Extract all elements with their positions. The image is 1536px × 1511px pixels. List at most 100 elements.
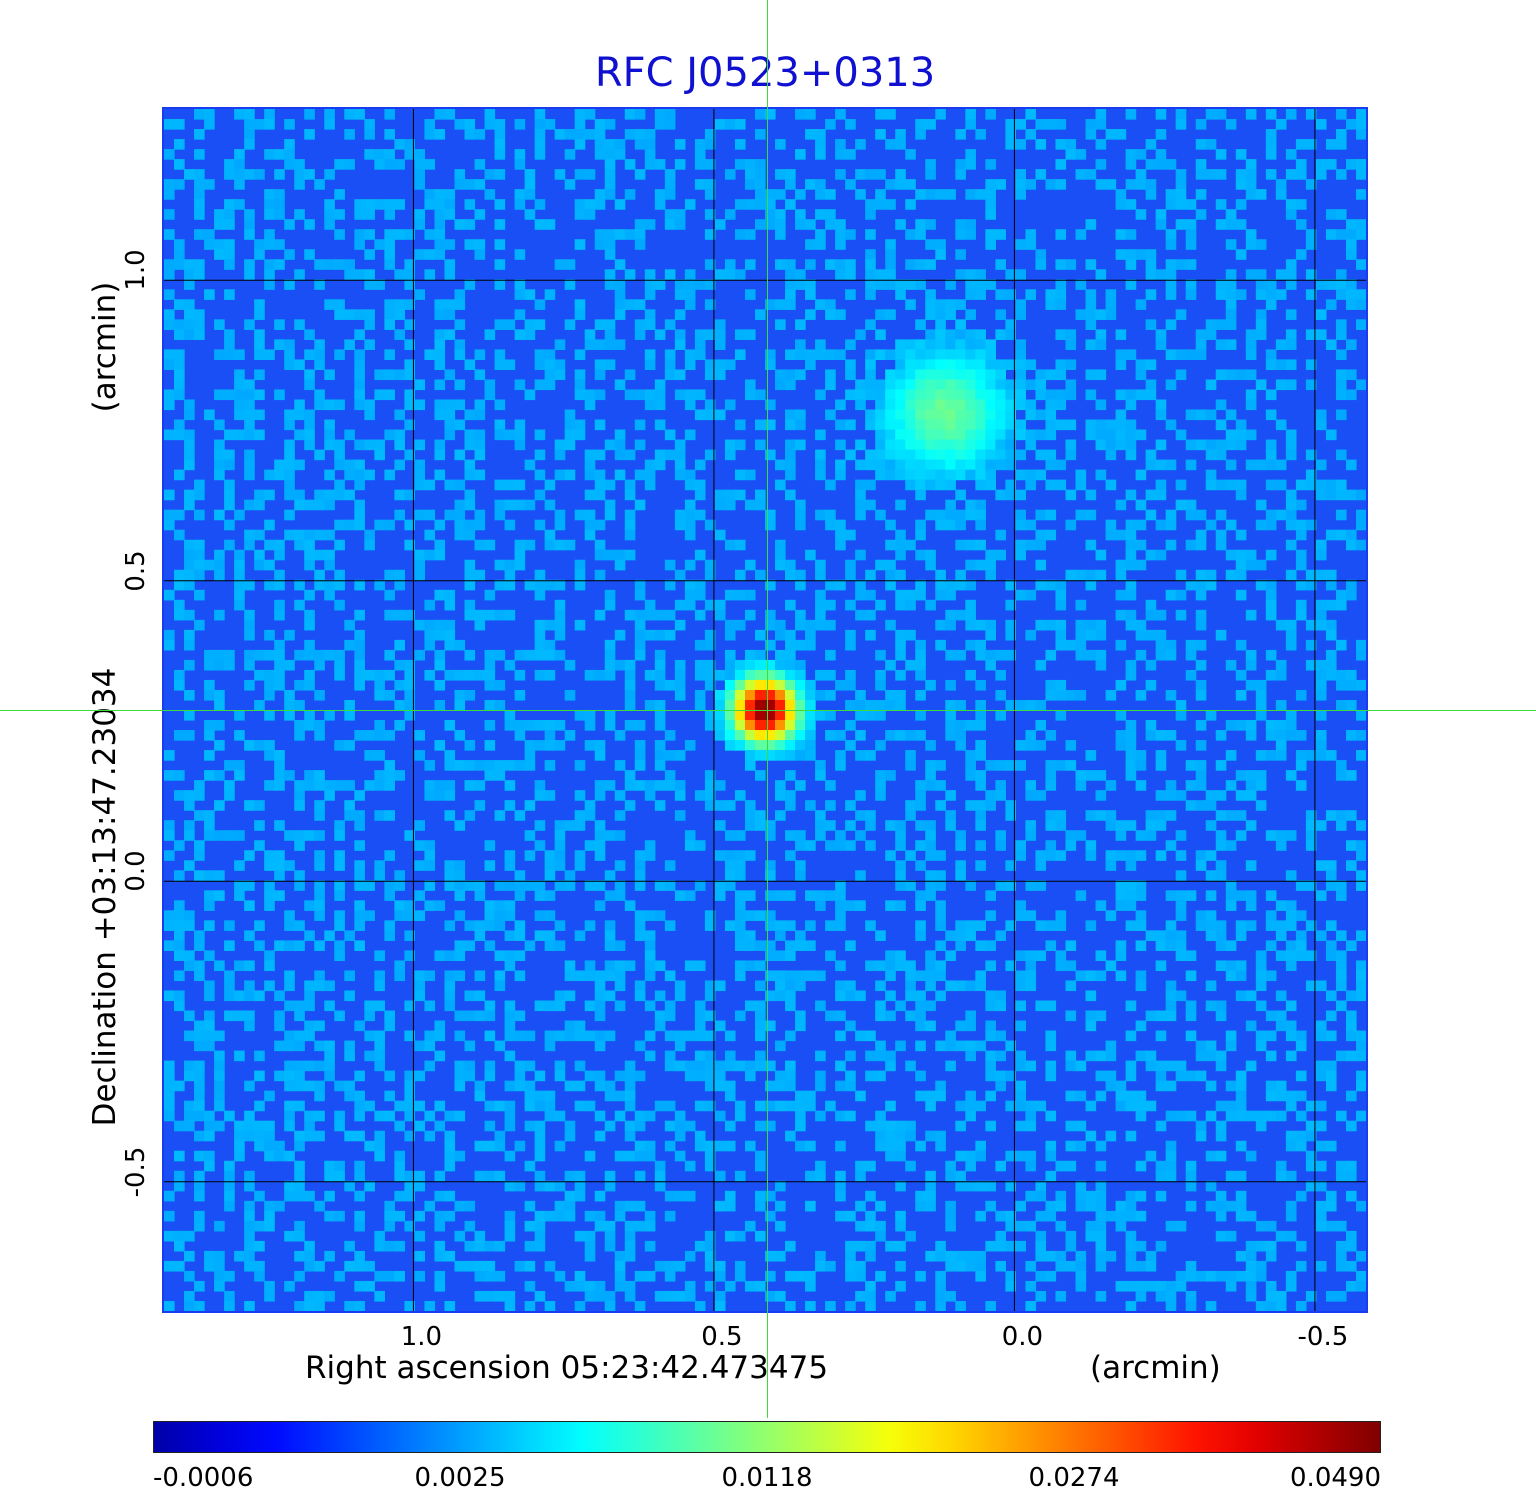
heatmap-cell (1125, 1230, 1137, 1242)
heatmap-cell (925, 239, 936, 250)
heatmap-cell (594, 1010, 606, 1022)
heatmap-cell (194, 309, 205, 320)
heatmap-cell (975, 1250, 986, 1262)
heatmap-cell (754, 189, 766, 200)
heatmap-cell (194, 810, 205, 821)
heatmap-cell (1035, 409, 1047, 421)
heatmap-cell (785, 710, 796, 721)
heatmap-cell (805, 710, 816, 721)
heatmap-cell (534, 1290, 546, 1302)
heatmap-cell (1005, 479, 1017, 491)
heatmap-cell (614, 970, 626, 982)
heatmap-cell (775, 559, 786, 571)
heatmap-cell (945, 469, 956, 481)
heatmap-cell (534, 629, 546, 641)
heatmap-cell (1065, 149, 1077, 160)
heatmap-cell (935, 1240, 946, 1252)
heatmap-cell (975, 1040, 986, 1052)
heatmap-cell (724, 1200, 736, 1212)
heatmap-cell (704, 1010, 716, 1022)
heatmap-cell (1245, 559, 1257, 571)
heatmap-cell (1245, 1060, 1257, 1072)
heatmap-cell (664, 1210, 676, 1222)
heatmap-cell (664, 219, 676, 230)
heatmap-cell (1115, 1080, 1127, 1092)
heatmap-cell (1235, 489, 1247, 501)
heatmap-cell (985, 800, 996, 811)
heatmap-cell (935, 589, 946, 601)
heatmap-cell (1175, 890, 1187, 901)
heatmap-cell (855, 499, 866, 511)
heatmap-cell (1245, 790, 1257, 801)
heatmap-cell (254, 649, 265, 661)
heatmap-cell (594, 319, 606, 330)
heatmap-cell (1005, 810, 1017, 821)
heatmap-cell (614, 339, 626, 350)
heatmap-cell (254, 349, 265, 361)
heatmap-cell (965, 1250, 976, 1262)
heatmap-cell (785, 1240, 796, 1252)
heatmap-cell (474, 780, 486, 791)
heatmap-cell (965, 760, 976, 771)
heatmap-cell (194, 1280, 205, 1292)
heatmap-cell (1015, 1150, 1027, 1162)
heatmap-cell (1015, 509, 1027, 521)
heatmap-cell (1155, 1070, 1167, 1082)
heatmap-cell (624, 659, 636, 671)
heatmap-cell (885, 970, 896, 982)
heatmap-cell (584, 199, 596, 210)
heatmap-cell (624, 699, 636, 711)
heatmap-cell (955, 489, 966, 501)
heatmap-cell (1135, 1110, 1147, 1122)
heatmap-cell (1045, 770, 1057, 781)
heatmap-cell (694, 389, 706, 401)
heatmap-cell (925, 549, 936, 561)
heatmap-cell (224, 339, 235, 350)
heatmap-cell (1195, 689, 1207, 701)
heatmap-cell (1195, 679, 1207, 691)
heatmap-cell (474, 930, 486, 941)
heatmap-cell (1165, 1080, 1177, 1092)
heatmap-cell (474, 669, 486, 681)
heatmap-cell (845, 269, 856, 280)
heatmap-cell (374, 1050, 385, 1062)
heatmap-cell (434, 790, 446, 801)
heatmap-cell (514, 289, 526, 300)
heatmap-cell (474, 619, 486, 631)
heatmap-cell (354, 1280, 365, 1292)
heatmap-cell (704, 1150, 716, 1162)
heatmap-cell (534, 1140, 546, 1152)
heatmap-cell (494, 1240, 506, 1252)
heatmap-cell (324, 930, 335, 941)
heatmap-cell (935, 449, 946, 461)
heatmap-cell (224, 1290, 235, 1302)
heatmap-cell (514, 119, 526, 130)
heatmap-cell (1225, 429, 1237, 441)
heatmap-cell (925, 369, 936, 381)
heatmap-cell (414, 1210, 426, 1222)
heatmap-cell (1125, 659, 1137, 671)
heatmap-cell (865, 1280, 876, 1292)
heatmap-cell (654, 669, 666, 681)
heatmap-cell (1285, 870, 1297, 881)
heatmap-cell (1315, 119, 1327, 130)
heatmap-cell (775, 229, 786, 240)
heatmap-cell (344, 810, 355, 821)
heatmap-cell (1095, 1260, 1107, 1272)
heatmap-cell (454, 319, 466, 330)
heatmap-cell (995, 990, 1006, 1002)
heatmap-cell (224, 1160, 235, 1172)
heatmap-cell (494, 149, 506, 160)
heatmap-cell (1085, 1230, 1097, 1242)
heatmap-cell (1285, 379, 1297, 391)
heatmap-cell (544, 379, 556, 391)
heatmap-cell (885, 1120, 896, 1132)
heatmap-cell (594, 1280, 606, 1292)
heatmap-cell (1235, 920, 1247, 931)
heatmap-cell (815, 589, 826, 601)
heatmap-cell (1075, 469, 1087, 481)
heatmap-cell (624, 489, 636, 501)
heatmap-cell (304, 549, 315, 561)
heatmap-cell (1275, 1090, 1287, 1102)
heatmap-cell (1215, 1060, 1227, 1072)
